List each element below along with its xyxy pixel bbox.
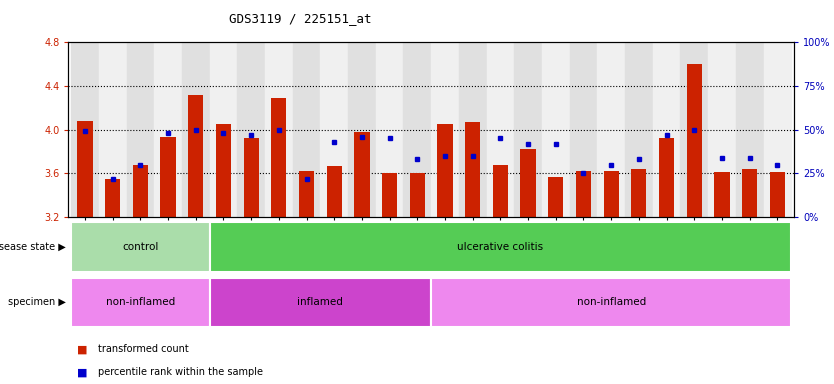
Text: ■: ■ xyxy=(77,367,88,377)
Bar xyxy=(293,42,320,217)
Bar xyxy=(570,42,597,217)
Bar xyxy=(763,42,791,217)
Bar xyxy=(686,64,702,217)
Bar xyxy=(742,169,757,217)
Bar xyxy=(459,42,486,217)
Bar xyxy=(182,42,209,217)
Bar xyxy=(604,171,619,217)
Bar xyxy=(71,42,99,217)
Bar xyxy=(465,122,480,217)
Text: non-inflamed: non-inflamed xyxy=(576,297,646,308)
Bar xyxy=(486,42,515,217)
Text: non-inflamed: non-inflamed xyxy=(106,297,175,308)
Bar xyxy=(382,173,397,217)
Text: specimen ▶: specimen ▶ xyxy=(8,297,66,308)
Bar xyxy=(271,98,286,217)
Bar xyxy=(160,137,176,217)
Text: GDS3119 / 225151_at: GDS3119 / 225151_at xyxy=(229,12,371,25)
Bar xyxy=(71,222,209,271)
Text: percentile rank within the sample: percentile rank within the sample xyxy=(98,367,263,377)
Bar xyxy=(493,165,508,217)
Bar xyxy=(348,42,376,217)
Bar xyxy=(715,172,730,217)
Bar xyxy=(265,42,293,217)
Text: ulcerative colitis: ulcerative colitis xyxy=(457,242,544,252)
Bar xyxy=(520,149,535,217)
Bar xyxy=(576,171,591,217)
Bar xyxy=(548,177,564,217)
Bar xyxy=(653,42,681,217)
Bar xyxy=(708,42,736,217)
Bar xyxy=(409,173,425,217)
Bar xyxy=(209,278,431,327)
Text: transformed count: transformed count xyxy=(98,344,188,354)
Bar xyxy=(78,121,93,217)
Bar xyxy=(188,95,203,217)
Text: control: control xyxy=(123,242,158,252)
Bar xyxy=(71,278,209,327)
Bar xyxy=(404,42,431,217)
Bar xyxy=(431,42,459,217)
Bar xyxy=(299,171,314,217)
Text: inflamed: inflamed xyxy=(298,297,344,308)
Bar xyxy=(154,42,182,217)
Bar xyxy=(659,138,674,217)
Bar xyxy=(354,132,369,217)
Text: disease state ▶: disease state ▶ xyxy=(0,242,66,252)
Bar xyxy=(437,124,453,217)
Bar xyxy=(99,42,127,217)
Bar xyxy=(625,42,653,217)
Bar xyxy=(209,42,238,217)
Bar xyxy=(105,179,120,217)
Bar xyxy=(431,278,791,327)
Bar xyxy=(515,42,542,217)
Bar xyxy=(681,42,708,217)
Text: ■: ■ xyxy=(77,344,88,354)
Bar xyxy=(209,222,791,271)
Bar xyxy=(216,124,231,217)
Bar xyxy=(597,42,625,217)
Bar xyxy=(376,42,404,217)
Bar xyxy=(770,172,785,217)
Bar xyxy=(127,42,154,217)
Bar xyxy=(320,42,348,217)
Bar xyxy=(244,138,259,217)
Bar xyxy=(736,42,763,217)
Bar xyxy=(542,42,570,217)
Bar xyxy=(631,169,646,217)
Bar xyxy=(133,165,148,217)
Bar xyxy=(238,42,265,217)
Bar xyxy=(327,166,342,217)
